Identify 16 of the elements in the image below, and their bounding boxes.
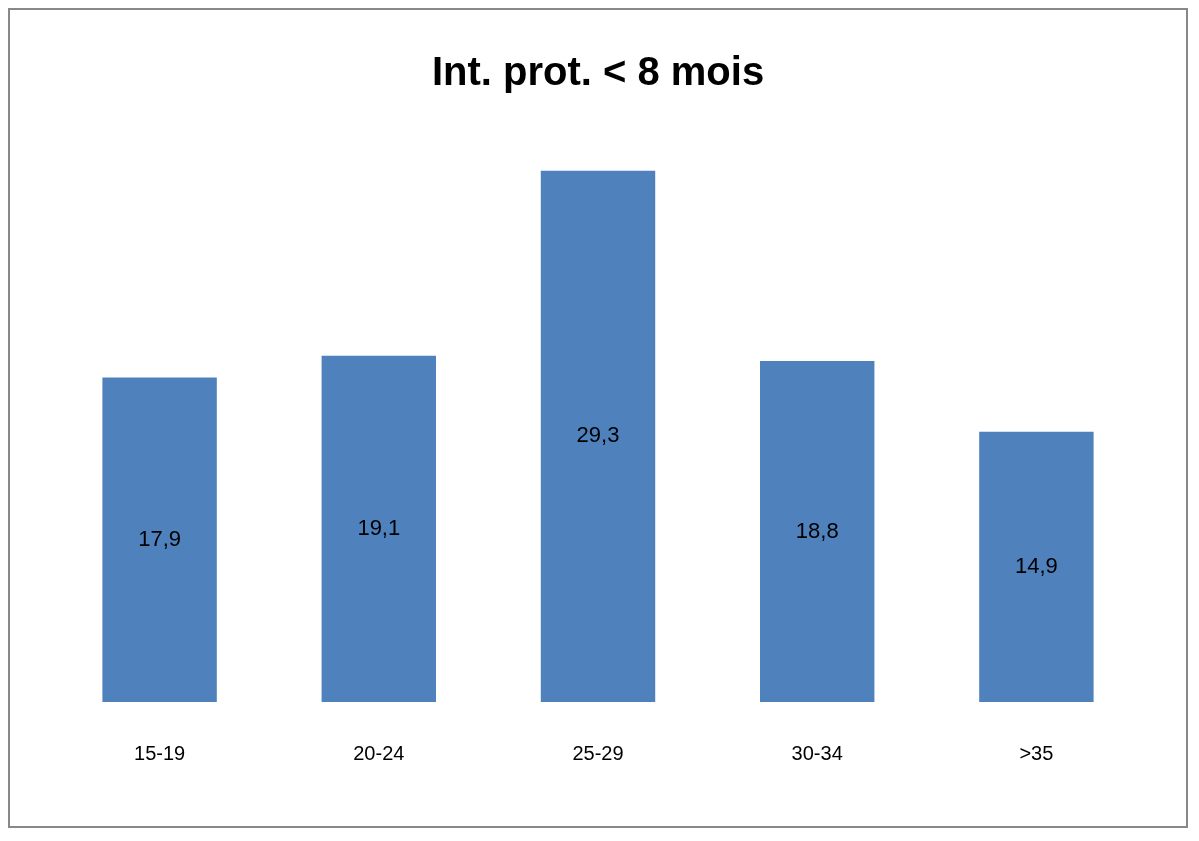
bar <box>540 170 656 702</box>
data-label: 29,3 <box>576 422 620 448</box>
bar <box>759 361 875 702</box>
x-tick-label: 25-29 <box>572 741 624 764</box>
x-tick-label: 15-19 <box>134 741 186 764</box>
x-tick-label: 30-34 <box>791 741 843 764</box>
x-tick-label: 20-24 <box>353 741 405 764</box>
bar <box>321 355 437 702</box>
data-label: 19,1 <box>357 514 401 540</box>
data-label: 18,8 <box>795 517 839 543</box>
data-label: 17,9 <box>138 525 182 551</box>
bar <box>979 431 1094 702</box>
chart-title: Int. prot. < 8 mois <box>431 49 765 94</box>
bar <box>102 377 217 702</box>
x-tick-label: >35 <box>1019 741 1054 764</box>
data-label: 14,9 <box>1014 552 1058 578</box>
